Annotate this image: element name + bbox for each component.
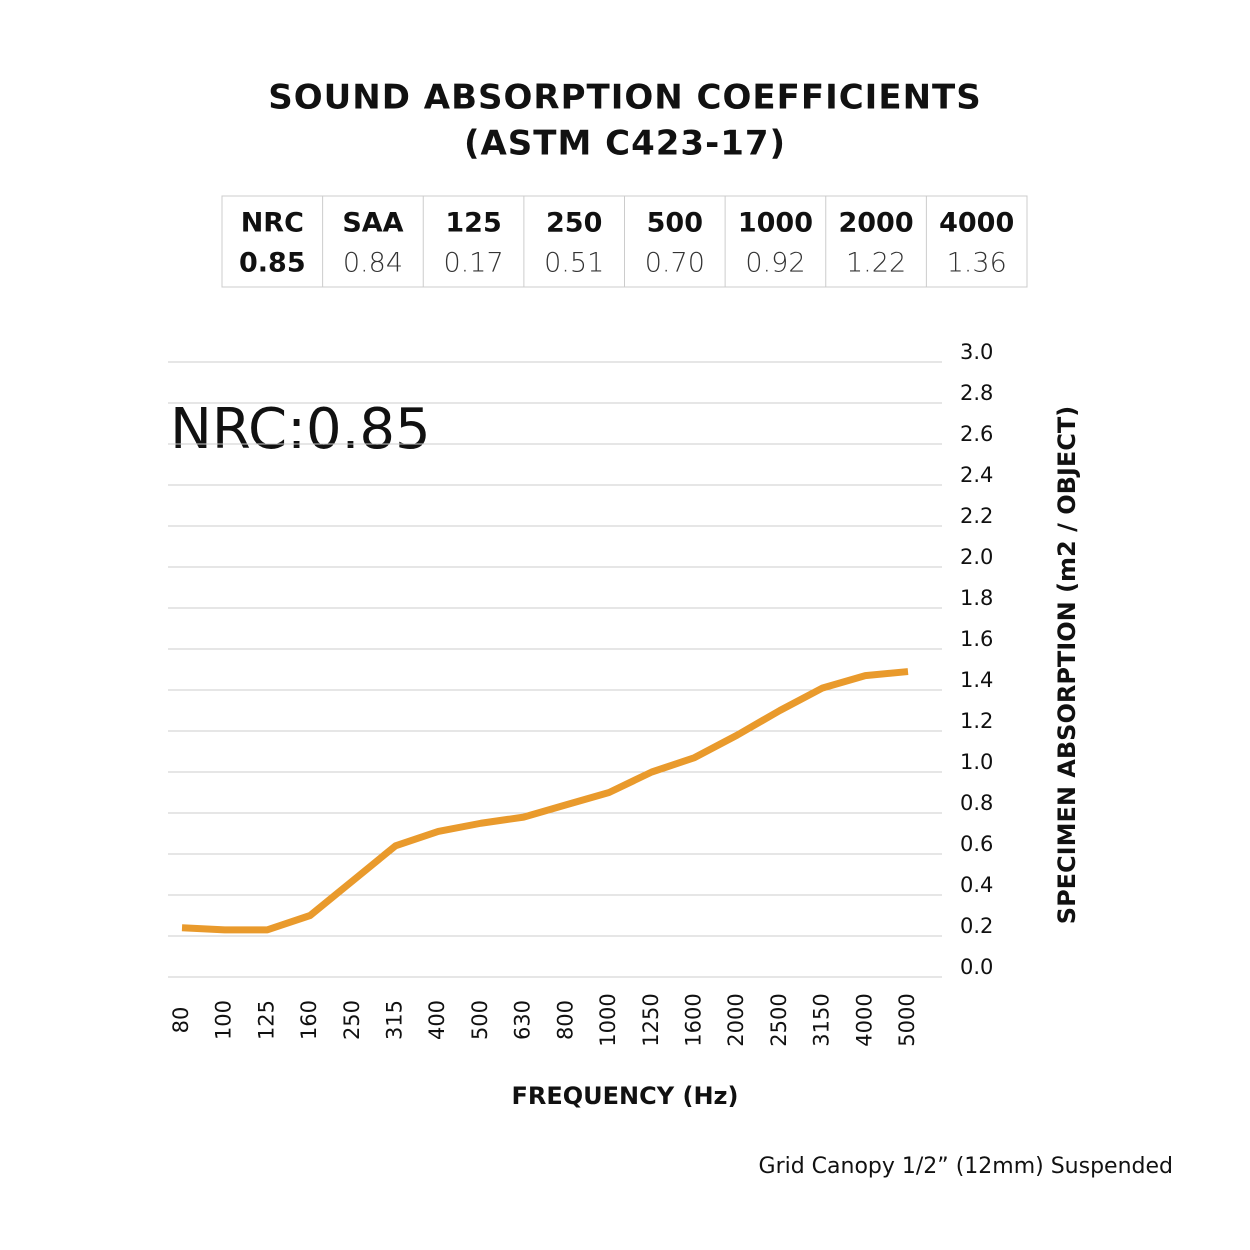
y-tick-label: 0.4 [960, 873, 993, 897]
x-tick-label: 125 [254, 1000, 278, 1040]
y-tick-label: 1.2 [960, 709, 993, 733]
x-tick-label: 2000 [724, 993, 748, 1046]
table-header: 500 [647, 208, 703, 239]
table-header: 2000 [838, 208, 913, 239]
x-tick-label: 400 [425, 1000, 449, 1040]
table-cell: 0.92 [745, 248, 805, 279]
table-cell: 0.51 [544, 248, 604, 279]
x-tick-label: 630 [511, 1000, 535, 1040]
y-tick-label: 3.0 [960, 340, 993, 364]
x-tick-label: 4000 [852, 993, 876, 1046]
x-tick-label: 500 [468, 1000, 492, 1040]
annotation: NRC:0.85 [170, 397, 431, 462]
y-tick-label: 2.0 [960, 545, 993, 569]
chart-title: SOUND ABSORPTION COEFFICIENTS [268, 78, 981, 118]
x-tick-label: 160 [297, 1000, 321, 1040]
y-tick-label: 2.4 [960, 463, 993, 487]
y-tick-label: 0.8 [960, 791, 993, 815]
table-cell: 0.70 [645, 248, 705, 279]
y-tick-label: 2.6 [960, 422, 993, 446]
table-cell: 0.17 [444, 248, 504, 279]
table-header: 1000 [738, 208, 813, 239]
x-tick-label: 800 [553, 1000, 577, 1040]
x-tick-label: 2500 [767, 993, 791, 1046]
y-tick-label: 0.6 [960, 832, 993, 856]
table-header: 250 [546, 208, 602, 239]
table-header: SAA [342, 208, 403, 239]
table-header: NRC [241, 208, 304, 239]
y-tick-label: 1.4 [960, 668, 993, 692]
x-tick-label: 100 [212, 1000, 236, 1040]
y-tick-label: 1.6 [960, 627, 993, 651]
x-axis-label: FREQUENCY (Hz) [512, 1082, 739, 1110]
x-tick-label: 1600 [681, 993, 705, 1046]
y-tick-label: 1.8 [960, 586, 993, 610]
y-tick-label: 0.2 [960, 914, 993, 938]
chart-subtitle: (ASTM C423-17) [464, 124, 786, 164]
y-axis-label: SPECIMEN ABSORPTION (m2 / OBJECT) [1053, 406, 1081, 924]
x-tick-label: 80 [169, 1007, 193, 1034]
data-line [181, 668, 909, 934]
y-tick-label: 2.8 [960, 381, 993, 405]
x-tick-label: 315 [383, 1000, 407, 1040]
x-tick-label: 1250 [639, 993, 663, 1046]
y-tick-label: 2.2 [960, 504, 993, 528]
table-cell: 1.36 [947, 248, 1007, 279]
y-tick-label: 0.0 [960, 955, 993, 979]
table-cell: 1.22 [846, 248, 906, 279]
table-header: 4000 [939, 208, 1014, 239]
x-tick-label: 5000 [895, 993, 919, 1046]
table-cell: 0.84 [343, 248, 403, 279]
footnote: Grid Canopy 1/2” (12mm) Suspended [759, 1154, 1173, 1179]
x-tick-label: 250 [340, 1000, 364, 1040]
table-cell: 0.85 [239, 248, 306, 279]
table-header: 125 [445, 208, 501, 239]
x-tick-label: 1000 [596, 993, 620, 1046]
x-tick-label: 3150 [810, 993, 834, 1046]
y-tick-label: 1.0 [960, 750, 993, 774]
